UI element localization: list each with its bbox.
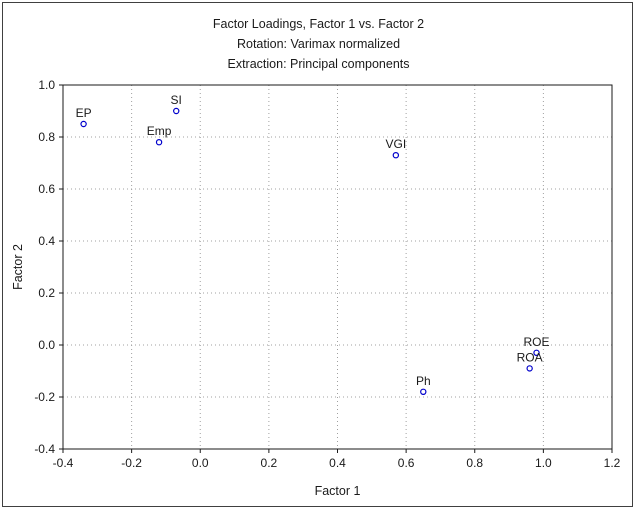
x-tick-label: 0.8 xyxy=(466,456,483,470)
y-tick-label: 0.0 xyxy=(38,338,55,352)
y-tick-label: 0.2 xyxy=(38,286,55,300)
y-axis-label: Factor 2 xyxy=(11,244,25,290)
data-point xyxy=(392,151,400,159)
data-point xyxy=(533,349,540,356)
chart-title-block: Factor Loadings, Factor 1 vs. Factor 2 R… xyxy=(0,14,637,74)
x-tick-label: 1.2 xyxy=(604,456,621,470)
axis-ticks: -0.4 -0.2 0.0 0.2 0.4 0.6 0.8 1.0 1.2 -0.4 -0.2 0.0… xyxy=(34,78,620,470)
chart-title: Factor Loadings, Factor 1 vs. Factor 2 xyxy=(212,17,425,31)
data-point-label: Emp xyxy=(147,124,172,138)
data-point xyxy=(526,365,533,372)
x-tick-label: 1.0 xyxy=(535,456,552,470)
chart-subtitle-rotation: Rotation: Varimax normalized xyxy=(236,37,401,51)
y-tick-label: 1.0 xyxy=(38,78,55,92)
y-tick-label: 0.6 xyxy=(38,182,55,196)
data-point-label: EP xyxy=(76,106,92,120)
x-axis-label: Factor 1 xyxy=(315,484,361,498)
x-tick-label: 0.0 xyxy=(192,456,209,470)
data-point-label: Ph xyxy=(416,374,431,388)
data-point xyxy=(80,120,87,128)
y-tick-label: 0.8 xyxy=(38,130,55,144)
y-tick-label: -0.4 xyxy=(34,442,55,456)
chart-subtitle-extraction: Extraction: Principal components xyxy=(227,57,410,71)
data-point-label: ROA xyxy=(517,350,543,364)
x-tick-label: 0.4 xyxy=(329,456,346,470)
data-point xyxy=(173,107,180,115)
data-point xyxy=(420,388,427,395)
y-tick-label: 0.4 xyxy=(38,234,55,248)
data-point-label: VGI xyxy=(385,137,406,151)
data-point xyxy=(155,138,163,146)
chart-frame xyxy=(2,2,633,507)
data-point-label: SI xyxy=(171,93,182,107)
x-tick-label: 0.2 xyxy=(261,456,278,470)
y-tick-label: -0.2 xyxy=(34,390,55,404)
x-tick-label: -0.2 xyxy=(121,456,142,470)
grid xyxy=(63,85,612,449)
x-tick-label: -0.4 xyxy=(53,456,74,470)
plot-area xyxy=(62,84,613,450)
data-point-label: ROE xyxy=(524,335,550,349)
x-tick-label: 0.6 xyxy=(398,456,415,470)
